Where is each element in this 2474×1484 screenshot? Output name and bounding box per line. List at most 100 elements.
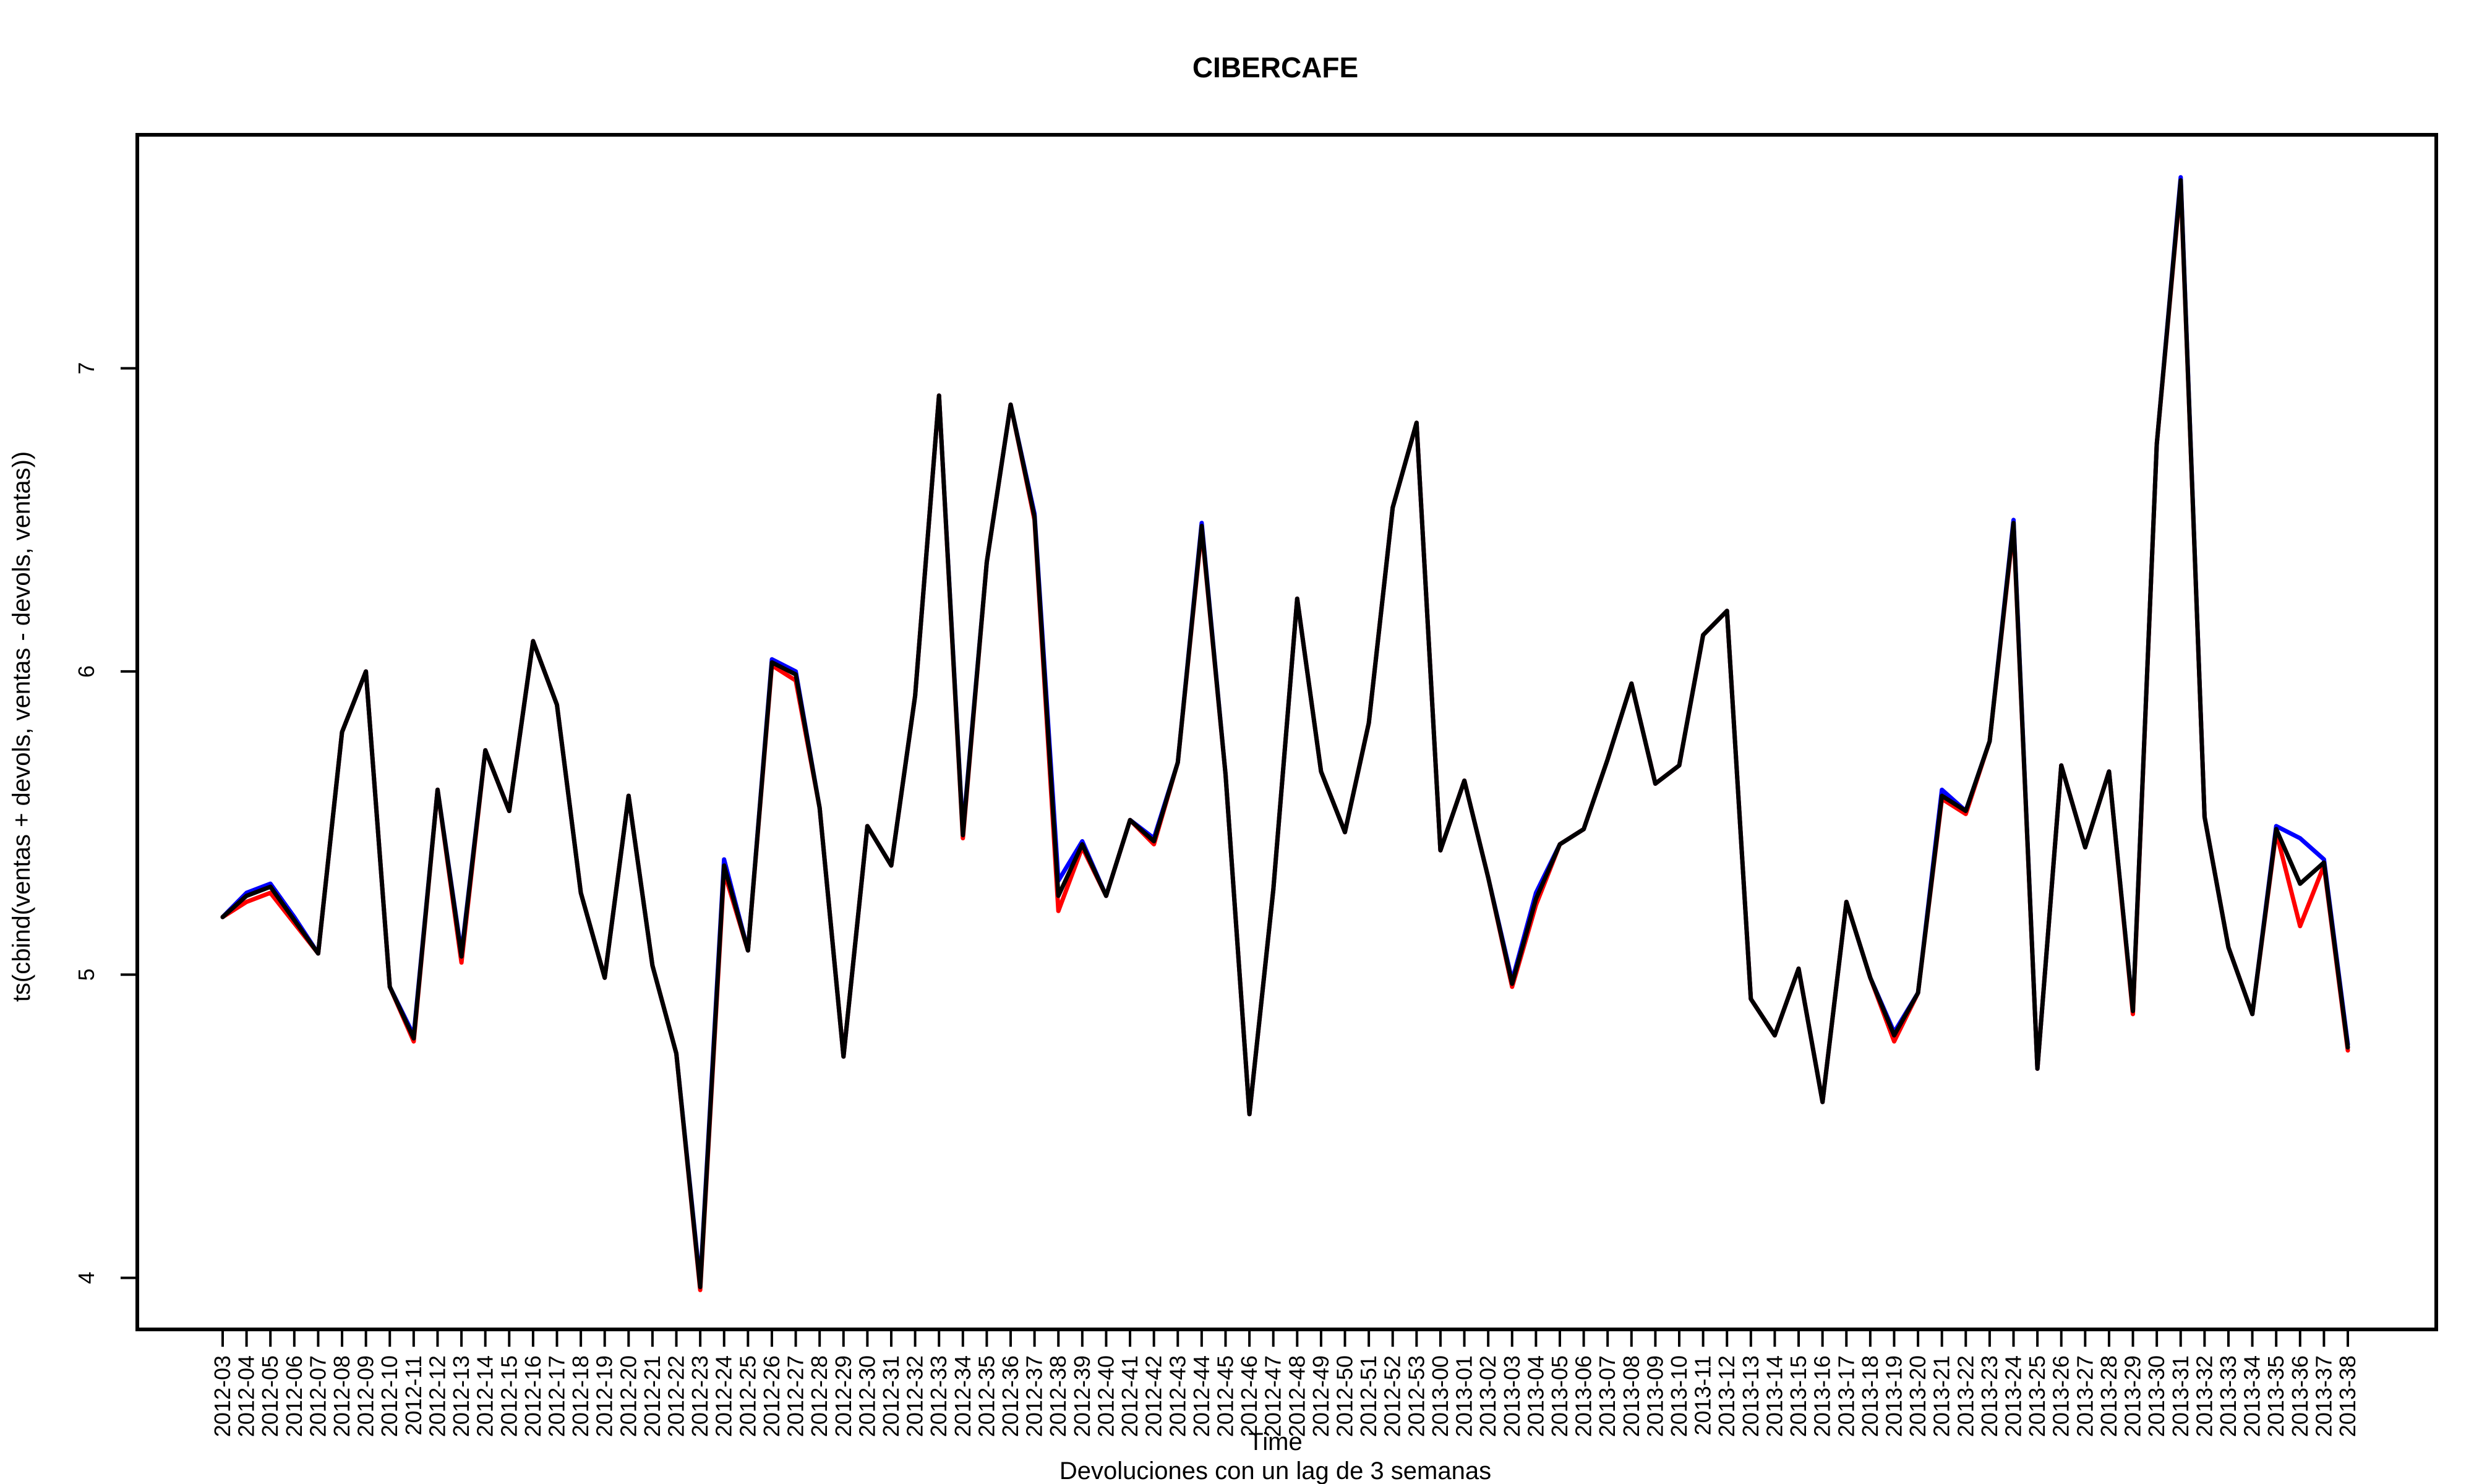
x-tick-label: 2013-07 [1594,1355,1620,1437]
x-tick-label: 2013-20 [1905,1355,1930,1437]
x-tick-label: 2013-15 [1786,1355,1811,1437]
x-tick-label: 2012-11 [401,1355,426,1435]
x-tick-label: 2012-32 [902,1355,928,1437]
x-tick-label: 2013-33 [2215,1355,2241,1437]
y-tick-label: 4 [74,1272,99,1284]
x-tick-label: 2012-03 [210,1355,235,1437]
x-axis: 2012-032012-042012-052012-062012-072012-… [210,1328,2360,1437]
y-axis: 4 5 6 7 [74,362,139,1284]
x-tick-label: 2013-27 [2072,1355,2097,1437]
x-tick-label: 2012-37 [1022,1355,1047,1437]
x-tick-label: 2013-29 [2120,1355,2146,1437]
x-tick-label: 2013-31 [2168,1355,2193,1437]
x-tick-label: 2013-34 [2240,1355,2265,1437]
x-tick-label: 2012-51 [1356,1355,1381,1437]
x-tick-label: 2012-30 [854,1355,880,1437]
x-tick-label: 2012-19 [592,1355,617,1437]
x-tick-label: 2013-12 [1714,1355,1739,1437]
x-tick-label: 2012-36 [998,1355,1023,1437]
x-tick-label: 2013-30 [2144,1355,2169,1437]
x-tick-label: 2012-26 [759,1355,784,1437]
x-tick-label: 2012-43 [1165,1355,1190,1437]
x-tick-label: 2013-23 [1977,1355,2002,1437]
x-tick-label: 2013-01 [1452,1355,1477,1437]
x-tick-label: 2013-14 [1761,1355,1787,1437]
x-tick-label: 2013-04 [1523,1355,1548,1437]
x-tick-label: 2012-34 [950,1355,975,1437]
x-tick-label: 2012-47 [1261,1355,1286,1437]
x-tick-label: 2012-41 [1117,1355,1142,1437]
x-tick-label: 2013-02 [1475,1355,1500,1437]
x-tick-label: 2013-19 [1881,1355,1906,1437]
series-layer [220,175,2350,1292]
x-tick-label: 2013-11 [1690,1355,1716,1435]
x-tick-label: 2012-29 [831,1355,856,1437]
x-tick-label: 2012-38 [1045,1355,1071,1437]
chart-title: CIBERCAFE [1192,51,1358,83]
x-tick-label: 2013-21 [1929,1355,1954,1437]
x-tick-label: 2012-05 [257,1355,283,1437]
x-tick-label: 2013-38 [2335,1355,2360,1437]
x-tick-label: 2013-06 [1571,1355,1596,1437]
x-tick-label: 2012-17 [544,1355,569,1437]
x-tick-label: 2012-40 [1093,1355,1118,1437]
x-tick-label: 2012-08 [329,1355,354,1437]
x-tick-label: 2013-22 [1953,1355,1978,1437]
x-tick-label: 2012-04 [234,1355,259,1437]
x-tick-label: 2013-24 [2001,1355,2026,1437]
x-tick-label: 2012-21 [640,1355,665,1437]
x-tick-label: 2012-48 [1284,1355,1309,1437]
x-tick-label: 2012-24 [711,1355,737,1437]
x-tick-label: 2013-16 [1810,1355,1835,1437]
x-tick-label: 2012-39 [1069,1355,1095,1437]
x-tick-label: 2012-20 [615,1355,641,1437]
x-tick-label: 2012-23 [687,1355,713,1437]
x-tick-label: 2012-27 [783,1355,808,1437]
x-tick-label: 2012-07 [305,1355,330,1437]
x-tick-label: 2013-35 [2263,1355,2288,1437]
x-tick-label: 2012-18 [568,1355,593,1437]
x-tick-label: 2013-10 [1666,1355,1692,1437]
x-tick-label: 2012-16 [520,1355,546,1437]
x-tick-label: 2013-00 [1427,1355,1453,1437]
y-tick-label: 5 [74,968,99,981]
y-tick-label: 7 [74,362,99,375]
x-tick-label: 2012-25 [735,1355,760,1437]
x-tick-label: 2013-32 [2191,1355,2217,1437]
x-tick-label: 2012-09 [353,1355,379,1437]
x-tick-label: 2012-50 [1332,1355,1358,1437]
x-tick-label: 2013-05 [1547,1355,1572,1437]
x-tick-label: 2013-08 [1619,1355,1644,1437]
x-tick-label: 2013-28 [2096,1355,2121,1437]
x-axis-label: Time [1248,1428,1302,1456]
x-tick-label: 2013-13 [1738,1355,1763,1437]
x-tick-label: 2012-22 [664,1355,689,1437]
x-tick-label: 2012-28 [807,1355,832,1437]
x-tick-label: 2012-12 [424,1355,450,1437]
y-tick-label: 6 [74,665,99,678]
x-tick-label: 2012-52 [1380,1355,1405,1437]
x-tick-label: 2012-46 [1236,1355,1262,1437]
x-tick-label: 2013-37 [2311,1355,2336,1437]
x-tick-label: 2012-13 [448,1355,474,1437]
x-tick-label: 2012-14 [473,1355,498,1437]
x-tick-label: 2012-53 [1403,1355,1429,1437]
x-tick-label: 2013-09 [1642,1355,1667,1437]
x-tick-label: 2013-18 [1857,1355,1883,1437]
x-tick-label: 2012-15 [496,1355,521,1437]
x-tick-label: 2012-06 [281,1355,307,1437]
x-tick-label: 2013-25 [2024,1355,2050,1437]
chart-subtitle: Devoluciones con un lag de 3 semanas [1059,1457,1491,1484]
x-tick-label: 2012-44 [1189,1355,1214,1437]
x-tick-label: 2013-26 [2048,1355,2074,1437]
x-tick-label: 2013-17 [1833,1355,1859,1437]
x-tick-label: 2012-35 [974,1355,999,1437]
x-tick-label: 2012-49 [1308,1355,1333,1437]
y-axis-label: ts(cbind(ventas + devols, ventas - devol… [8,451,35,1002]
series-line-ventas [220,178,2350,1289]
x-tick-label: 2012-33 [926,1355,951,1437]
x-tick-label: 2012-45 [1212,1355,1238,1437]
x-tick-label: 2013-03 [1499,1355,1525,1437]
